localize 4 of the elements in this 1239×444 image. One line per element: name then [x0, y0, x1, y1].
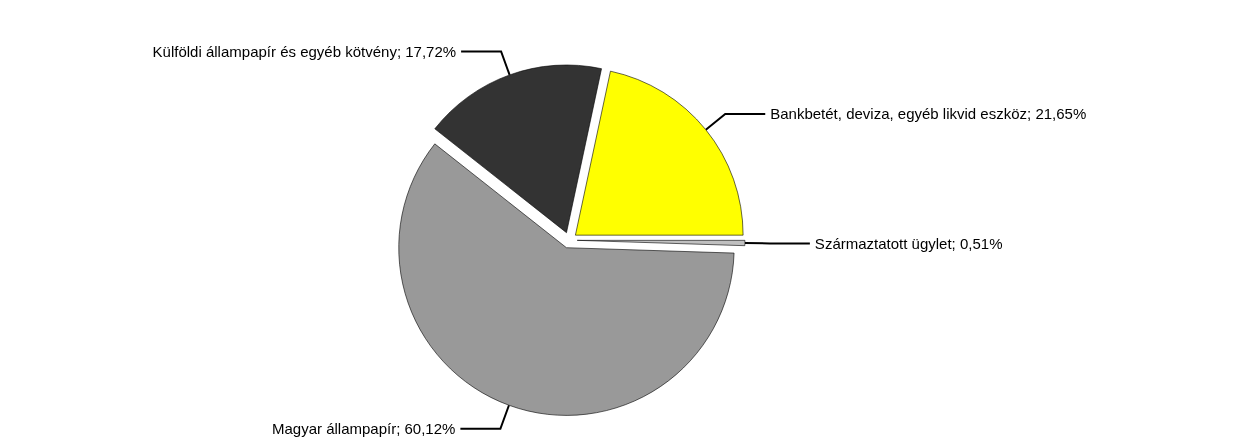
- slice-label: Külföldi állampapír és egyéb kötvény; 17,72%: [152, 42, 457, 60]
- slice-label: Bankbetét, deviza, egyéb likvid eszköz; 21,65%: [770, 105, 1087, 123]
- slice-label: Származtatott ügylet; 0,51%: [814, 234, 1003, 252]
- slice-label: Magyar állampapír; 60,12%: [271, 420, 456, 438]
